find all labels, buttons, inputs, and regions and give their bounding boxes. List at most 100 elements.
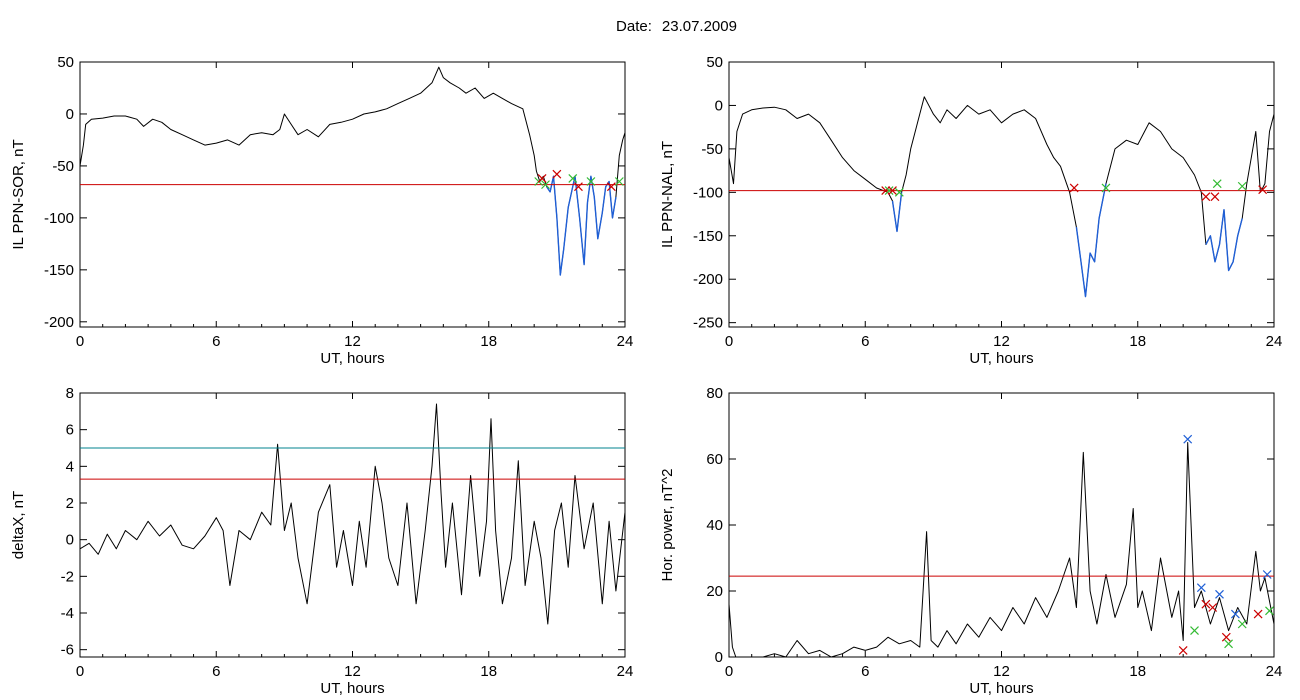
x-tick-label: 24 bbox=[617, 663, 634, 680]
y-tick-label: 0 bbox=[715, 649, 723, 666]
cross-marker bbox=[1224, 639, 1234, 649]
series-line bbox=[80, 403, 625, 625]
cross-marker bbox=[606, 182, 616, 192]
y-tick-label: 50 bbox=[57, 54, 74, 71]
cross-marker bbox=[1212, 179, 1222, 189]
y-tick-label: 0 bbox=[715, 97, 723, 114]
series-line bbox=[729, 96, 1274, 298]
y-tick-label: -200 bbox=[693, 271, 723, 288]
x-tick-label: 12 bbox=[344, 333, 361, 350]
cross-marker bbox=[1221, 632, 1231, 642]
x-tick-label: 6 bbox=[212, 333, 220, 350]
y-tick-label: -150 bbox=[693, 228, 723, 245]
y-tick-label: 8 bbox=[66, 385, 74, 402]
x-tick-label: 0 bbox=[76, 663, 84, 680]
cross-marker bbox=[1262, 570, 1272, 579]
cross-marker bbox=[568, 173, 578, 183]
x-tick-label: 24 bbox=[617, 333, 634, 350]
y-tick-label: 2 bbox=[66, 495, 74, 512]
cross-marker bbox=[1101, 183, 1111, 193]
cross-marker bbox=[1069, 183, 1079, 193]
cross-marker bbox=[1237, 619, 1247, 629]
x-tick-label: 18 bbox=[1129, 333, 1146, 350]
cross-marker bbox=[1208, 603, 1218, 612]
cross-marker bbox=[1230, 609, 1240, 619]
x-tick-label: 12 bbox=[993, 333, 1010, 350]
x-tick-label: 18 bbox=[1129, 663, 1146, 680]
cross-marker bbox=[614, 177, 624, 186]
x-tick-label: 6 bbox=[212, 663, 220, 680]
y-tick-label: -2 bbox=[61, 568, 74, 585]
x-tick-label: 12 bbox=[344, 663, 361, 680]
y-tick-label: -6 bbox=[61, 642, 74, 659]
series-line bbox=[729, 442, 1274, 657]
date-value: 23.07.2009 bbox=[661, 18, 737, 35]
cross-marker bbox=[1265, 606, 1274, 616]
y-tick-label: 0 bbox=[66, 106, 74, 123]
chart-power: 0 6 12 18 24 80 60 40 20 0 UT, hours Hor. power, nT… bbox=[659, 385, 1282, 697]
y-axis-label: IL PPN-SOR, nT bbox=[10, 139, 27, 249]
x-axis-label: UT, hours bbox=[320, 680, 384, 697]
plot-area bbox=[80, 403, 625, 625]
y-tick-label: -50 bbox=[52, 158, 74, 175]
x-axis-label: UT, hours bbox=[969, 350, 1033, 367]
x-tick-label: 18 bbox=[480, 663, 497, 680]
y-tick-label: 6 bbox=[66, 422, 74, 439]
cross-marker bbox=[1237, 181, 1247, 191]
x-tick-label: 24 bbox=[1266, 333, 1283, 350]
cross-marker bbox=[1183, 434, 1193, 444]
cross-marker bbox=[574, 182, 583, 192]
x-tick-label: 0 bbox=[76, 333, 84, 350]
cross-marker bbox=[1190, 626, 1199, 636]
cross-marker bbox=[552, 169, 562, 179]
y-tick-label: -250 bbox=[693, 315, 723, 332]
x-tick-label: 0 bbox=[725, 663, 733, 680]
cross-marker bbox=[894, 187, 904, 197]
y-tick-label: -4 bbox=[61, 605, 74, 622]
cross-marker bbox=[1210, 192, 1220, 202]
y-tick-label: 0 bbox=[66, 532, 74, 549]
cross-marker bbox=[1178, 645, 1188, 655]
y-tick-label: 60 bbox=[706, 451, 723, 468]
plot-area bbox=[729, 96, 1274, 298]
y-tick-label: -100 bbox=[693, 184, 723, 201]
y-tick-label: 20 bbox=[706, 583, 723, 600]
y-tick-label: -50 bbox=[701, 141, 723, 158]
chart-nal: 0 6 12 18 24 50 0 -50 -100 -150 -200 -250 UT, hours I… bbox=[659, 54, 1282, 367]
chart-sor: 0 6 12 18 24 50 0 -50 -100 -150 -200 UT, hours IL PP… bbox=[10, 54, 633, 367]
plot-area bbox=[729, 434, 1274, 657]
plot-frame bbox=[728, 392, 1275, 658]
y-axis-label: Hor. power, nT^2 bbox=[659, 469, 676, 582]
cross-marker bbox=[1196, 583, 1206, 593]
y-tick-label: 50 bbox=[706, 54, 723, 71]
x-tick-label: 18 bbox=[480, 333, 497, 350]
cross-marker bbox=[884, 186, 894, 196]
highlight-segment bbox=[1205, 208, 1243, 272]
cross-marker bbox=[1258, 185, 1268, 195]
x-tick-label: 6 bbox=[861, 333, 869, 350]
x-axis-label: UT, hours bbox=[969, 680, 1033, 697]
cross-marker bbox=[888, 186, 897, 196]
chart-deltax: 0 6 12 18 24 8 6 4 2 0 -2 -4 -6 UT, hours deltaX, nT bbox=[10, 385, 633, 697]
highlight-segment bbox=[1075, 183, 1107, 298]
x-axis-label: UT, hours bbox=[320, 350, 384, 367]
highlight-segment bbox=[546, 175, 617, 276]
series-line bbox=[80, 66, 625, 276]
y-axis-label: IL PPN-NAL, nT bbox=[659, 141, 676, 248]
cross-marker bbox=[1201, 192, 1211, 202]
page-title: Date: 23.07.2009 bbox=[0, 18, 1300, 35]
x-tick-label: 0 bbox=[725, 333, 733, 350]
y-axis-label: deltaX, nT bbox=[10, 491, 27, 559]
y-tick-label: 4 bbox=[66, 458, 74, 475]
cross-marker bbox=[537, 173, 547, 183]
cross-marker bbox=[541, 180, 550, 190]
cross-marker bbox=[586, 177, 596, 186]
date-label: Date: bbox=[616, 18, 652, 35]
x-tick-label: 12 bbox=[993, 663, 1010, 680]
plot-frame bbox=[728, 61, 1275, 328]
y-tick-label: 40 bbox=[706, 517, 723, 534]
plot-area bbox=[80, 66, 625, 276]
y-tick-label: 80 bbox=[706, 385, 723, 402]
highlight-segment bbox=[891, 192, 903, 233]
